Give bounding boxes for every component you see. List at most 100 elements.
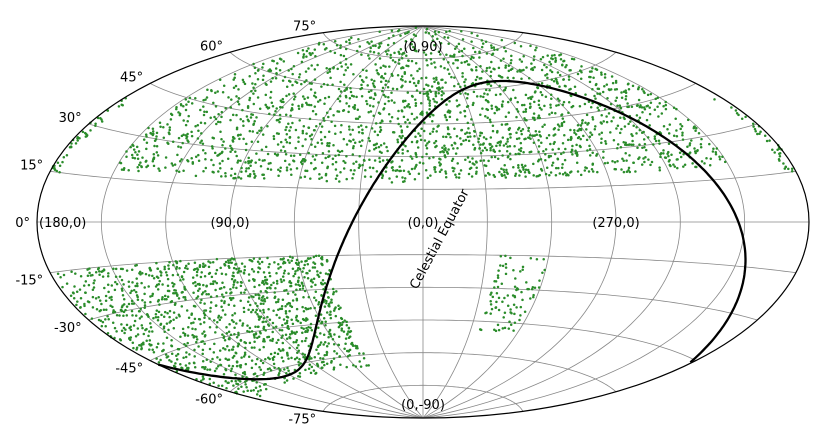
data-point bbox=[336, 97, 340, 101]
data-point bbox=[312, 261, 315, 264]
data-point bbox=[396, 138, 399, 141]
data-point bbox=[344, 63, 348, 66]
data-point bbox=[149, 325, 153, 329]
data-point bbox=[256, 390, 260, 393]
data-point bbox=[515, 131, 518, 135]
data-point bbox=[185, 137, 188, 140]
data-point bbox=[630, 105, 634, 109]
data-point bbox=[360, 86, 364, 90]
data-point bbox=[313, 266, 317, 269]
data-point bbox=[643, 108, 647, 111]
data-point bbox=[247, 308, 250, 312]
data-point bbox=[314, 290, 318, 293]
data-point bbox=[427, 84, 430, 87]
data-point bbox=[447, 132, 451, 136]
data-point bbox=[122, 326, 126, 330]
data-point bbox=[359, 144, 363, 148]
data-point bbox=[382, 76, 385, 80]
data-point bbox=[279, 140, 283, 144]
data-point bbox=[481, 70, 484, 73]
data-point bbox=[311, 51, 314, 55]
data-point bbox=[378, 160, 382, 163]
data-point bbox=[201, 149, 205, 152]
data-point bbox=[269, 80, 273, 83]
data-point bbox=[327, 302, 331, 306]
data-point bbox=[113, 310, 117, 314]
data-point bbox=[229, 292, 232, 295]
data-point bbox=[435, 130, 438, 133]
data-point bbox=[286, 352, 289, 356]
data-point bbox=[170, 344, 173, 347]
data-point bbox=[542, 149, 545, 153]
data-point bbox=[273, 261, 276, 264]
data-point bbox=[203, 110, 206, 114]
data-point bbox=[283, 381, 286, 384]
data-point bbox=[284, 322, 287, 325]
data-point bbox=[84, 132, 88, 136]
data-point bbox=[490, 291, 493, 294]
data-point bbox=[340, 323, 344, 326]
data-point bbox=[630, 133, 633, 136]
data-point bbox=[265, 282, 269, 285]
data-point bbox=[576, 72, 580, 76]
data-point bbox=[244, 161, 247, 164]
data-point bbox=[464, 138, 468, 142]
data-point bbox=[499, 255, 503, 258]
data-point bbox=[618, 131, 622, 135]
data-point bbox=[464, 158, 467, 162]
data-point bbox=[666, 127, 669, 131]
data-point bbox=[184, 288, 187, 291]
data-point bbox=[163, 298, 167, 301]
data-point bbox=[339, 130, 342, 134]
data-point bbox=[354, 117, 358, 120]
data-point bbox=[156, 288, 160, 291]
data-point bbox=[479, 64, 482, 68]
data-point bbox=[181, 141, 184, 145]
data-point bbox=[538, 116, 541, 120]
data-point bbox=[527, 77, 531, 80]
data-point bbox=[281, 79, 285, 82]
data-point bbox=[295, 288, 298, 292]
data-point bbox=[202, 169, 205, 173]
data-point bbox=[328, 142, 331, 145]
data-point bbox=[306, 262, 310, 266]
data-point bbox=[473, 50, 477, 54]
data-point bbox=[336, 149, 340, 153]
data-point bbox=[595, 153, 599, 156]
data-point bbox=[587, 100, 591, 104]
data-point bbox=[162, 325, 166, 328]
data-point bbox=[622, 141, 625, 144]
data-point bbox=[284, 153, 288, 156]
data-point bbox=[368, 104, 372, 107]
data-point bbox=[72, 297, 76, 300]
data-point bbox=[304, 368, 307, 372]
data-point bbox=[315, 362, 319, 366]
data-point bbox=[472, 46, 475, 50]
data-point bbox=[231, 140, 235, 143]
data-point bbox=[496, 285, 500, 289]
data-point bbox=[512, 88, 515, 92]
data-point bbox=[358, 74, 362, 78]
data-point bbox=[258, 348, 261, 351]
data-point bbox=[137, 309, 141, 313]
data-point bbox=[195, 296, 198, 300]
data-point bbox=[232, 86, 236, 90]
data-point bbox=[504, 86, 507, 90]
data-point bbox=[606, 96, 609, 100]
data-point bbox=[453, 47, 457, 51]
data-point bbox=[465, 59, 469, 63]
data-point bbox=[298, 287, 302, 291]
data-point bbox=[227, 358, 231, 361]
data-point bbox=[499, 264, 502, 267]
data-point bbox=[225, 331, 229, 335]
data-point bbox=[358, 352, 361, 355]
data-point bbox=[214, 105, 218, 108]
data-point bbox=[593, 94, 596, 98]
data-point bbox=[428, 99, 432, 103]
data-point bbox=[600, 113, 603, 117]
data-point bbox=[517, 152, 520, 155]
data-point bbox=[328, 332, 331, 336]
data-point bbox=[179, 259, 182, 263]
data-point bbox=[151, 160, 155, 163]
data-point bbox=[519, 149, 523, 153]
